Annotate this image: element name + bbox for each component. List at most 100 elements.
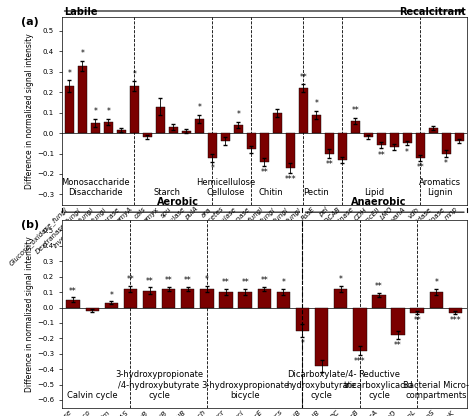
Text: *: * [107, 107, 110, 116]
Bar [402, 133, 412, 144]
Text: *: * [282, 278, 285, 287]
Bar [208, 133, 217, 158]
Text: Dicarboxylate/4-
hydroxybutyrate
cycle: Dicarboxylate/4- hydroxybutyrate cycle [287, 370, 356, 400]
Bar [238, 292, 252, 307]
Bar [78, 66, 87, 133]
Bar [390, 133, 399, 147]
Text: *: * [109, 290, 113, 300]
Text: *: * [197, 103, 201, 112]
Text: Starch: Starch [153, 188, 180, 197]
Text: Bacterial Micro-
compartments: Bacterial Micro- compartments [403, 381, 469, 400]
Text: **: ** [413, 316, 421, 325]
Bar [105, 303, 118, 307]
Bar [247, 133, 256, 149]
Text: *: * [301, 339, 304, 348]
Bar [143, 290, 156, 307]
Text: *: * [132, 69, 137, 79]
Text: **: ** [377, 151, 385, 160]
Bar [312, 115, 321, 133]
Bar [234, 125, 243, 133]
Text: **: ** [222, 278, 230, 287]
Text: Chitin: Chitin [258, 188, 283, 197]
Text: Calvin cycle: Calvin cycle [67, 391, 118, 400]
Bar [182, 131, 191, 133]
Text: Lipid: Lipid [365, 188, 385, 197]
Text: Recalcitrant: Recalcitrant [399, 7, 466, 17]
Bar [372, 295, 386, 307]
Text: **: ** [127, 275, 134, 284]
Text: *: * [210, 164, 214, 173]
Bar [260, 133, 269, 162]
Text: *: * [339, 275, 343, 284]
Bar [273, 113, 282, 133]
Bar [392, 307, 405, 335]
Bar [377, 133, 386, 145]
Text: Anaerobic: Anaerobic [351, 196, 407, 206]
Text: Labile: Labile [64, 7, 97, 17]
Text: *: * [67, 69, 72, 77]
Bar [219, 292, 233, 307]
Text: (a): (a) [21, 17, 39, 27]
Text: **: ** [300, 73, 307, 82]
Text: *: * [444, 159, 448, 168]
Bar [91, 123, 100, 133]
Bar [299, 88, 308, 133]
Bar [124, 289, 137, 307]
Bar [286, 133, 295, 168]
Y-axis label: Difference in normalized signal intensity: Difference in normalized signal intensit… [25, 236, 34, 391]
Bar [104, 122, 113, 133]
Text: ***: *** [284, 176, 296, 184]
Bar [296, 307, 309, 331]
Text: *: * [81, 49, 84, 58]
Text: *: * [314, 99, 318, 108]
Text: (b): (b) [21, 220, 39, 230]
Y-axis label: Difference in normalized signal intensity: Difference in normalized signal intensit… [25, 33, 34, 188]
Text: *: * [93, 107, 97, 116]
Text: ***: *** [450, 316, 461, 325]
Bar [200, 289, 214, 307]
Bar [315, 307, 328, 366]
Text: **: ** [241, 278, 249, 287]
Text: **: ** [260, 168, 268, 177]
Text: *: * [237, 110, 240, 119]
Bar [130, 86, 139, 133]
Bar [449, 307, 462, 313]
Text: **: ** [146, 277, 154, 286]
Text: **: ** [260, 276, 268, 285]
Bar [65, 86, 74, 133]
Bar [143, 133, 152, 137]
Bar [156, 106, 165, 133]
Bar [428, 128, 438, 133]
Bar [337, 133, 347, 160]
Text: Aerobic: Aerobic [157, 196, 199, 206]
Bar [442, 133, 451, 154]
Bar [455, 133, 464, 141]
Bar [325, 133, 334, 154]
Text: **: ** [375, 282, 383, 291]
Bar [334, 289, 347, 307]
Bar [364, 133, 373, 137]
Bar [277, 292, 290, 307]
Text: *: * [205, 275, 209, 284]
Bar [351, 121, 360, 133]
Bar [169, 127, 178, 133]
Text: *: * [434, 278, 438, 287]
Bar [195, 119, 204, 133]
Bar [221, 133, 230, 141]
Text: **: ** [394, 341, 402, 350]
Bar [117, 130, 126, 133]
Bar [410, 307, 424, 313]
Text: 3-hydroxypropionate
/4-hydroxybutyrate
cycle: 3-hydroxypropionate /4-hydroxybutyrate c… [115, 370, 203, 400]
Text: Pectin: Pectin [303, 188, 329, 197]
Bar [162, 289, 175, 307]
Text: Reductive
tricarboxylicacid
cycle: Reductive tricarboxylicacid cycle [344, 370, 414, 400]
Text: **: ** [351, 106, 359, 115]
Text: **: ** [165, 276, 173, 285]
Text: Aromatics
Lignin: Aromatics Lignin [419, 178, 461, 197]
Text: *: * [405, 148, 409, 157]
Bar [66, 300, 80, 307]
Bar [257, 289, 271, 307]
Bar [181, 289, 194, 307]
Text: **: ** [325, 160, 333, 169]
Text: **: ** [416, 163, 424, 172]
